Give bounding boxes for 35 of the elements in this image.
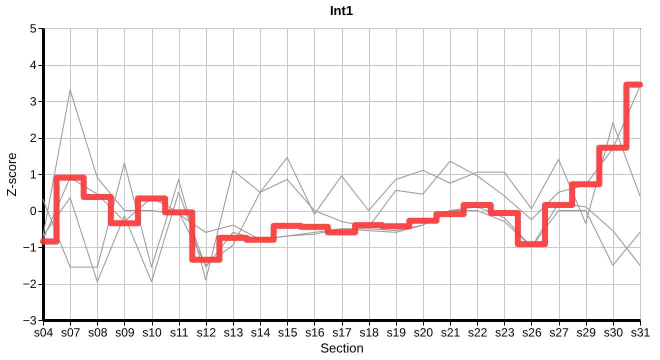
y-tick-label: −2 <box>22 277 37 291</box>
x-tick-label: s30 <box>604 326 624 340</box>
x-tick-label: s20 <box>414 326 434 340</box>
y-axis-title: Z-score <box>4 152 19 197</box>
y-tick-label: 5 <box>30 22 37 36</box>
x-tick-label: s14 <box>250 326 271 340</box>
x-tick-label: s07 <box>60 326 81 340</box>
x-tick-label: s10 <box>142 326 162 340</box>
x-tick-label: s23 <box>495 326 515 340</box>
x-axis-title: Section <box>320 340 364 356</box>
x-tick-label: s29 <box>576 326 596 340</box>
x-tick-label: s09 <box>115 326 135 340</box>
x-tick-label: s17 <box>332 326 352 340</box>
x-tick-label: s21 <box>440 326 461 340</box>
y-tick-label: −1 <box>22 240 37 254</box>
y-tick-label: 3 <box>30 94 37 108</box>
x-tick-label: s13 <box>224 326 244 340</box>
x-tick-label: s08 <box>88 326 108 340</box>
x-tick-label: s11 <box>170 326 189 340</box>
chart-title: Int1 <box>330 3 354 18</box>
x-tick-label: s31 <box>630 326 650 340</box>
x-tick-label: s15 <box>278 326 298 340</box>
x-tick-label: s22 <box>468 326 488 340</box>
y-tick-label: 4 <box>30 58 37 72</box>
y-tick-label: 2 <box>30 131 37 145</box>
x-tick-label: s12 <box>196 326 216 340</box>
x-tick-label: s26 <box>522 326 542 340</box>
x-tick-label: s27 <box>549 326 570 340</box>
x-tick-label: s18 <box>359 326 380 340</box>
y-tick-label: −3 <box>22 314 37 328</box>
y-tick-label: 0 <box>30 204 37 218</box>
x-tick-label: s19 <box>386 326 406 340</box>
x-tick-label: s16 <box>305 326 325 340</box>
x-tick-label: s04 <box>34 326 54 340</box>
y-tick-label: 1 <box>30 168 37 182</box>
